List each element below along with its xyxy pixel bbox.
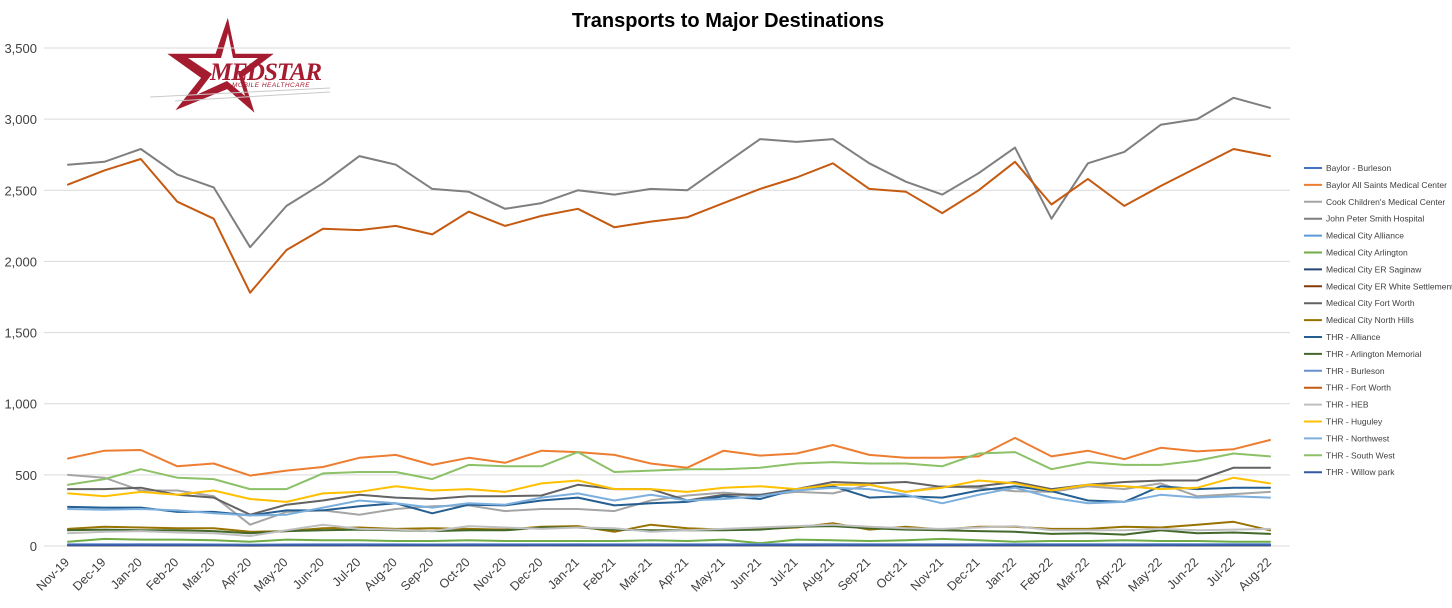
y-tick-label: 2,000: [4, 254, 37, 269]
logo-brand-text: MEDSTAR: [209, 59, 321, 86]
chart-title: Transports to Major Destinations: [572, 10, 884, 32]
x-tick-label: Dec-20: [507, 555, 545, 593]
y-tick-label: 3,000: [4, 112, 37, 127]
x-tick-label: Jul-22: [1204, 555, 1238, 589]
legend-label: THR - Willow park: [1326, 467, 1395, 477]
x-tick-label: Nov-21: [908, 555, 946, 593]
x-tick-label: Apr-20: [218, 555, 254, 591]
x-tick-label: Nov-20: [471, 555, 509, 593]
y-tick-label: 0: [30, 539, 37, 554]
legend: Baylor - Burleson Baylor All Saints Medic…: [1304, 163, 1452, 477]
gridlines: [44, 47, 1290, 547]
x-tick-label: May-20: [251, 555, 290, 594]
x-tick-label: Apr-22: [1092, 555, 1128, 591]
x-tick-label: Sep-21: [835, 555, 873, 593]
x-tick-label: Aug-20: [362, 555, 400, 593]
x-tick-label: Dec-19: [70, 555, 108, 593]
legend-label: THR - Burleson: [1326, 366, 1385, 376]
legend-label: Baylor - Burleson: [1326, 163, 1391, 173]
legend-label: THR - HEB: [1326, 400, 1369, 410]
x-tick-label: Feb-20: [143, 555, 181, 593]
legend-label: Medical City Fort Worth: [1326, 298, 1415, 308]
x-tick-label: Feb-22: [1018, 555, 1056, 593]
x-tick-label: Sep-20: [398, 555, 436, 593]
series-line: [67, 537, 1271, 545]
x-tick-label: Jun-21: [727, 555, 764, 592]
y-tick-label: 500: [15, 468, 37, 483]
legend-label: Baylor All Saints Medical Center: [1326, 180, 1447, 190]
series-line: [67, 451, 1271, 491]
series-line: [67, 148, 1271, 294]
legend-label: THR - Fort Worth: [1326, 383, 1391, 393]
legend-label: Medical City ER Saginaw: [1326, 264, 1422, 274]
y-tick-label: 1,500: [4, 326, 37, 341]
x-tick-label: Aug-22: [1236, 555, 1274, 593]
x-tick-label: Feb-21: [581, 555, 619, 593]
logo-star-inner-icon: [188, 33, 258, 96]
medstar-logo: MEDSTAR MOBILE HEALTHCARE: [149, 12, 331, 118]
y-tick-label: 3,500: [4, 41, 37, 56]
x-tick-label: Jan-22: [982, 555, 1019, 592]
plot-area: [67, 96, 1271, 547]
logo-swoosh: [174, 91, 331, 102]
x-tick-label: Dec-21: [944, 555, 982, 593]
series-line: [67, 485, 1271, 517]
legend-label: THR - South West: [1326, 450, 1395, 460]
legend-label: Medical City Alliance: [1326, 231, 1404, 241]
y-tick-label: 2,500: [4, 183, 37, 198]
legend-label: Medical City Arlington: [1326, 248, 1408, 258]
legend-label: Medical City North Hills: [1326, 315, 1414, 325]
x-tick-label: Jan-21: [545, 555, 582, 592]
y-tick-label: 1,000: [4, 397, 37, 412]
legend-label: Medical City ER White Settlement: [1326, 281, 1452, 291]
x-tick-label: Mar-22: [1054, 555, 1092, 593]
legend-label: THR - Arlington Memorial: [1326, 349, 1422, 359]
series-line: [67, 486, 1271, 517]
logo-tagline-text: MOBILE HEALTHCARE: [232, 82, 310, 89]
x-tick-label: Oct-20: [436, 555, 472, 591]
x-tick-label: Nov-19: [34, 555, 72, 593]
series-line: [67, 436, 1271, 477]
series-line: [67, 96, 1271, 249]
legend-label: THR - Alliance: [1326, 332, 1381, 342]
legend-label: Cook Children's Medical Center: [1326, 197, 1445, 207]
series-line: [67, 523, 1271, 537]
x-tick-label: Apr-21: [655, 555, 691, 591]
x-tick-label: Jun-20: [290, 555, 327, 592]
legend-label: John Peter Smith Hospital: [1326, 214, 1424, 224]
legend-label: THR - Huguley: [1326, 417, 1383, 427]
logo-swoosh: [149, 87, 331, 98]
x-tick-label: Aug-21: [799, 555, 837, 593]
x-tick-label: May-21: [688, 555, 727, 594]
x-tick-label: Oct-21: [873, 555, 909, 591]
x-tick-label: Jul-21: [767, 555, 801, 589]
y-axis: 0 500 1,000 1,500 2,000 2,500 3,000 3,500: [4, 41, 37, 554]
x-tick-label: Mar-20: [180, 555, 218, 593]
x-tick-label: Jun-22: [1164, 555, 1201, 592]
x-tick-label: Jan-20: [108, 555, 145, 592]
x-tick-label: May-22: [1125, 555, 1164, 594]
x-tick-label: Mar-21: [617, 555, 655, 593]
x-tick-label: Jul-20: [330, 555, 364, 589]
legend-label: THR - Northwest: [1326, 433, 1390, 443]
series-line: [67, 476, 1271, 503]
